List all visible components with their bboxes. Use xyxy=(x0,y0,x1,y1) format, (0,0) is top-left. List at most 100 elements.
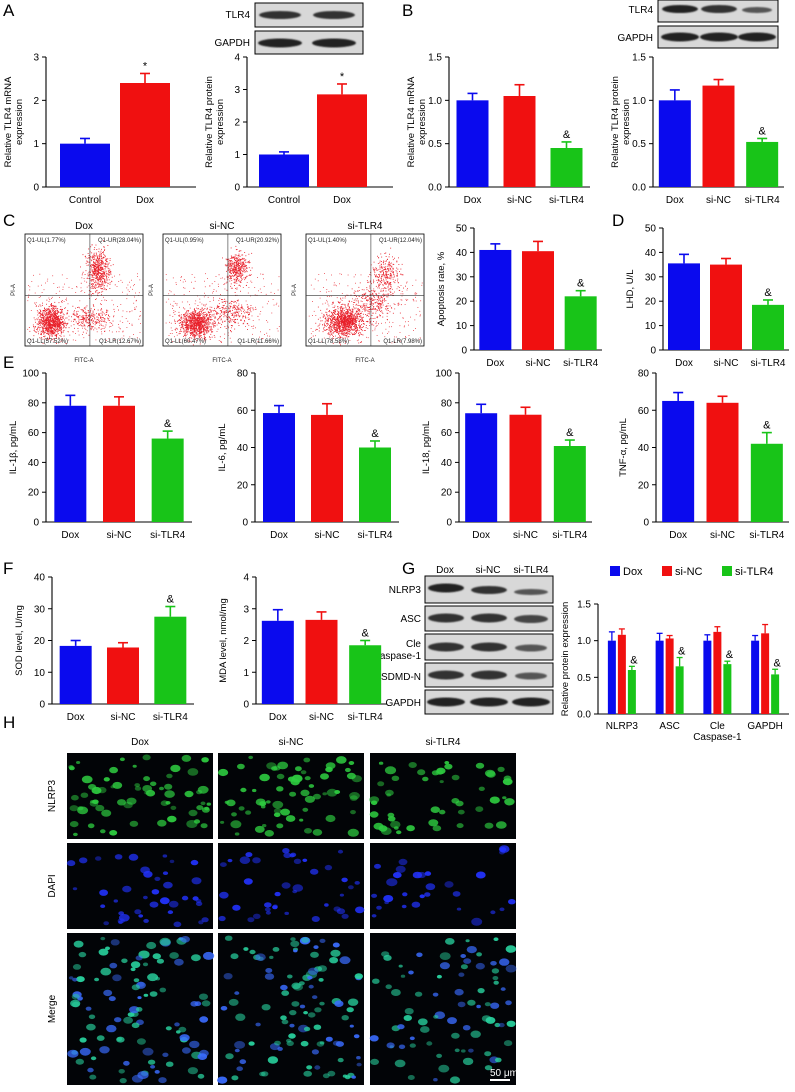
flow-event xyxy=(81,274,83,276)
flow-event xyxy=(87,326,89,328)
flow-event xyxy=(50,305,52,306)
flow-event xyxy=(51,325,53,327)
flow-event xyxy=(206,313,208,315)
flow-event xyxy=(347,326,348,328)
flow-event xyxy=(205,330,207,331)
flow-event xyxy=(199,319,201,321)
flow-event xyxy=(45,317,47,318)
flow-event xyxy=(230,262,232,264)
bar-si-nc xyxy=(702,85,735,187)
flow-event xyxy=(237,299,239,301)
flow-event xyxy=(197,321,199,323)
flow-event xyxy=(237,263,239,265)
flow-event xyxy=(104,331,105,332)
flow-event xyxy=(235,312,237,314)
flow-event xyxy=(99,281,101,283)
flow-event xyxy=(235,272,237,273)
bar-dox xyxy=(479,249,512,350)
flow-event xyxy=(181,323,183,325)
flow-event xyxy=(84,327,86,329)
flow-event xyxy=(54,330,56,332)
flow-event xyxy=(122,291,123,293)
flow-event xyxy=(243,268,245,270)
flow-event xyxy=(338,323,340,325)
y-tick-label: 10 xyxy=(34,668,46,679)
flow-event xyxy=(48,334,49,335)
flow-event xyxy=(203,314,205,316)
flow-event xyxy=(220,294,221,295)
flow-event xyxy=(92,275,94,277)
flow-event xyxy=(83,278,85,279)
flow-event xyxy=(47,324,48,325)
flow-event xyxy=(338,302,340,303)
flow-event xyxy=(95,280,97,282)
flow-event xyxy=(60,312,62,314)
flow-event xyxy=(259,288,261,290)
flow-event xyxy=(184,316,186,317)
flow-event xyxy=(46,322,47,324)
flow-event xyxy=(265,293,267,295)
flow-event xyxy=(40,331,42,333)
flow-event xyxy=(200,326,202,328)
flow-event xyxy=(338,312,339,314)
flow-event xyxy=(61,316,63,318)
flow-event xyxy=(189,317,191,319)
flow-event xyxy=(202,310,204,311)
flow-event xyxy=(348,318,350,320)
flow-event xyxy=(178,311,180,313)
flow-event xyxy=(234,307,236,309)
flow-event xyxy=(49,314,51,316)
flow-event xyxy=(338,302,339,303)
flow-event xyxy=(197,319,199,321)
flow-event xyxy=(48,330,50,332)
flow-event xyxy=(243,316,245,317)
flow-event xyxy=(229,302,231,304)
flow-event xyxy=(136,299,137,301)
flow-event xyxy=(199,326,200,328)
flow-event xyxy=(53,323,55,325)
flow-event xyxy=(217,313,219,314)
flow-event xyxy=(173,305,174,307)
flow-event xyxy=(82,309,84,310)
y-tick-label: 20 xyxy=(28,488,40,499)
flow-event xyxy=(190,316,192,318)
flow-event xyxy=(61,312,63,313)
flow-event xyxy=(245,276,247,278)
flow-event xyxy=(245,277,246,278)
flow-event xyxy=(113,304,114,306)
flow-event xyxy=(74,319,76,321)
flow-event xyxy=(34,319,36,321)
flow-event xyxy=(97,267,99,269)
flow-event xyxy=(205,337,206,338)
flow-event xyxy=(108,320,110,321)
flow-event xyxy=(352,324,353,325)
flow-event xyxy=(240,271,242,273)
flow-event xyxy=(109,274,111,276)
flow-event xyxy=(185,324,187,326)
flow-event xyxy=(356,329,357,331)
flow-event xyxy=(241,273,243,275)
flow-event xyxy=(247,305,249,307)
flow-plot-frame xyxy=(305,233,425,347)
flow-event xyxy=(109,288,111,289)
flow-event xyxy=(93,270,95,272)
flow-event xyxy=(234,285,235,286)
flow-event xyxy=(204,327,205,329)
flow-event xyxy=(51,303,52,304)
flow-event xyxy=(33,330,35,331)
flow-event xyxy=(51,327,53,329)
flow-event xyxy=(55,310,56,312)
y-tick-label: 4 xyxy=(243,573,249,584)
flow-event xyxy=(262,306,264,308)
flow-event xyxy=(243,266,245,267)
significance-mark: & xyxy=(726,649,734,661)
flow-event xyxy=(198,333,200,335)
flow-event xyxy=(72,313,74,315)
flow-event xyxy=(47,328,49,329)
flow-event xyxy=(110,273,112,275)
flow-event xyxy=(214,336,216,338)
flow-event xyxy=(90,260,92,262)
flow-event xyxy=(235,301,236,303)
